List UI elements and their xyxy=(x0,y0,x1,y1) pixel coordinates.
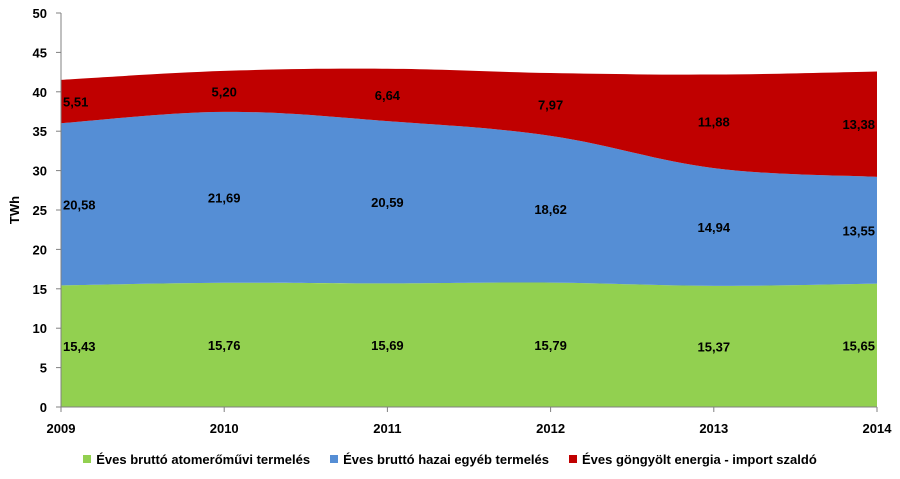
data-label: 15,76 xyxy=(208,338,241,353)
legend-swatch xyxy=(569,455,577,463)
data-label: 20,59 xyxy=(371,195,404,210)
data-label: 5,20 xyxy=(212,84,237,99)
data-label: 13,55 xyxy=(842,223,875,238)
data-label: 7,97 xyxy=(538,97,563,112)
x-tick-label: 2010 xyxy=(210,421,239,436)
data-label: 15,43 xyxy=(63,339,96,354)
legend-label: Éves göngyölt energia - import szaldó xyxy=(582,451,817,467)
y-tick-label: 0 xyxy=(40,400,47,415)
x-tick-labels: 2009 2010 2011 2012 2013 2014 xyxy=(47,421,893,436)
data-label: 14,94 xyxy=(698,220,731,235)
x-tick-label: 2012 xyxy=(536,421,565,436)
y-tick-label: 5 xyxy=(40,361,47,376)
y-tick-label: 25 xyxy=(33,203,47,218)
y-tick-label: 15 xyxy=(33,282,47,297)
data-label: 5,51 xyxy=(63,95,88,110)
data-label: 13,38 xyxy=(842,117,875,132)
legend-item-2: Éves bruttó hazai egyéb termelés xyxy=(330,449,549,469)
x-tick-label: 2009 xyxy=(47,421,76,436)
area-series-2 xyxy=(61,111,877,286)
area-series-3 xyxy=(61,68,877,177)
x-tick-label: 2014 xyxy=(863,421,893,436)
y-axis-title: TWh xyxy=(7,196,22,224)
legend-swatch xyxy=(330,455,339,463)
legend-swatch xyxy=(83,455,92,463)
data-label: 21,69 xyxy=(208,190,241,205)
x-tick-label: 2011 xyxy=(373,421,401,436)
area-layer xyxy=(61,68,877,407)
x-tick-label: 2013 xyxy=(699,421,728,436)
area-series-1 xyxy=(61,282,877,407)
data-label: 6,64 xyxy=(375,88,401,103)
data-label: 18,62 xyxy=(534,202,567,217)
y-tick-label: 50 xyxy=(33,6,47,21)
y-tick-label: 20 xyxy=(33,242,47,257)
legend-label: Éves bruttó hazai egyéb termelés xyxy=(343,451,549,467)
legend: Éves bruttó atomerőművi termelés Éves bru… xyxy=(0,449,900,469)
data-labels: 15,43 15,76 15,69 15,79 15,37 15,65 20,58 21,69… xyxy=(63,84,875,354)
data-label: 11,88 xyxy=(698,114,730,129)
data-label: 15,79 xyxy=(534,338,567,353)
data-label: 15,37 xyxy=(698,339,731,354)
y-tick-labels: 0 5 10 15 20 25 30 35 40 45 50 xyxy=(33,6,47,415)
data-label: 20,58 xyxy=(63,197,96,212)
data-label: 15,69 xyxy=(371,338,404,353)
y-tick-label: 30 xyxy=(33,164,47,179)
y-tick-label: 45 xyxy=(33,45,47,60)
y-tick-label: 10 xyxy=(33,321,47,336)
y-tick-label: 40 xyxy=(33,85,47,100)
legend-item-1: Éves bruttó atomerőművi termelés xyxy=(83,449,310,469)
legend-item-3: Éves göngyölt energia - import szaldó xyxy=(569,449,817,469)
axes xyxy=(56,12,878,412)
legend-label: Éves bruttó atomerőművi termelés xyxy=(96,451,311,467)
y-tick-label: 35 xyxy=(33,124,47,139)
data-label: 15,65 xyxy=(842,338,875,353)
